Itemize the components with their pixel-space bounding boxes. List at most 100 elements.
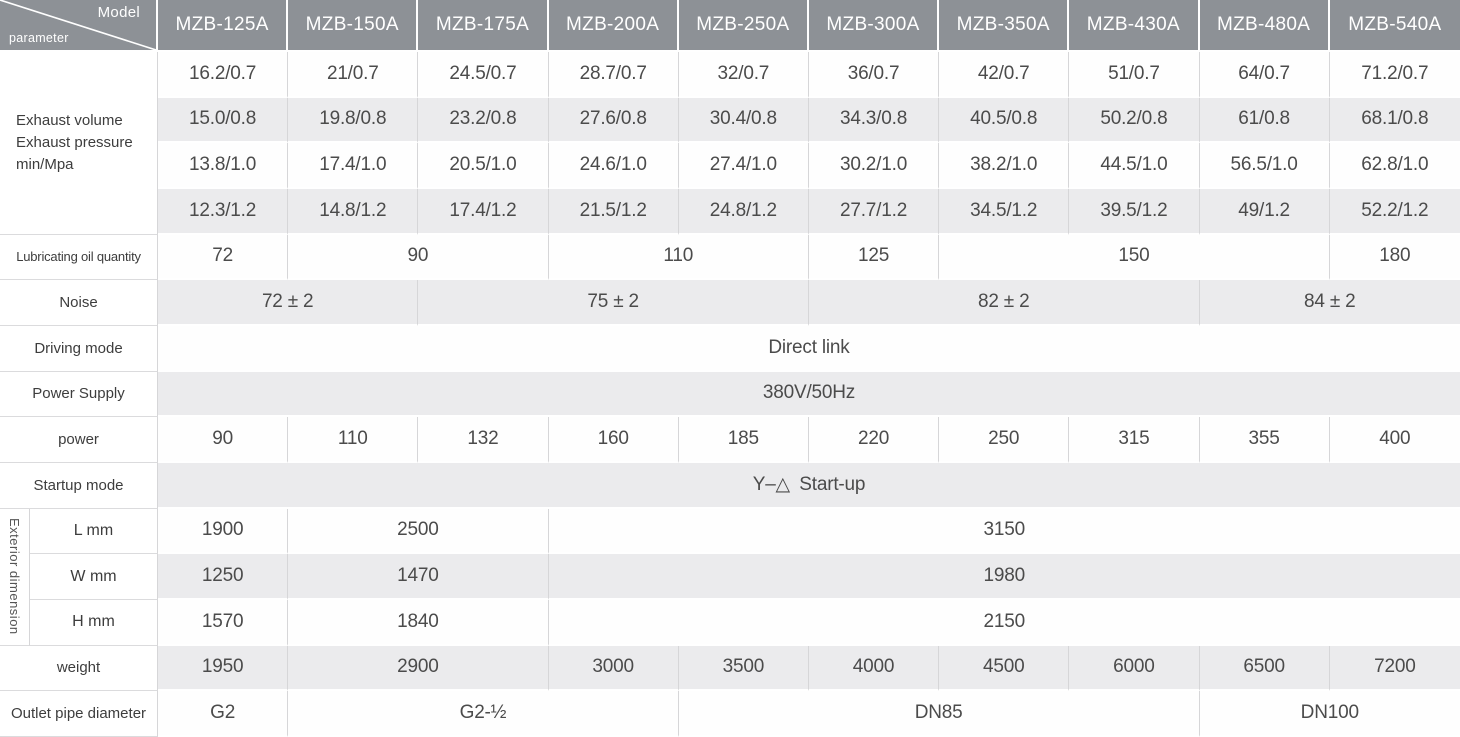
- table-cell: 19.8/0.8: [288, 97, 419, 144]
- table-cell: 14.8/1.2: [288, 188, 419, 235]
- model-header-mzb-480a: MZB-480A: [1199, 0, 1330, 52]
- table-cell: 27.6/0.8: [548, 97, 679, 144]
- table-cell: 2900: [288, 645, 549, 692]
- table-row-weight: weight 1950 2900 3000 3500 4000 4500 6000 6500 72…: [0, 645, 1460, 692]
- table-row-exhaust-0-7mpa: Exhaust volume Exhaust pressure min/Mpa 16.…: [0, 52, 1460, 235]
- row-label-power: power: [0, 417, 158, 463]
- table-cell: 1950: [158, 645, 289, 692]
- table-cell: 17.4/1.0: [288, 143, 419, 189]
- table-cell: 62.8/1.0: [1329, 143, 1460, 189]
- row-label-lubricating-oil-quantity: Lubricating oil quantity: [0, 234, 158, 281]
- table-row-outlet-pipe-diameter: Outlet pipe diameter G2 G2-½ DN85 DN100: [0, 691, 1460, 737]
- table-cell: 51/0.7: [1069, 52, 1200, 98]
- table-cell: 1980: [548, 554, 1460, 600]
- table-cell: 1840: [288, 599, 549, 646]
- table-row-power: power 90 110 132 160 185 220 250 315 355 400: [0, 417, 1460, 463]
- table-cell: 250: [939, 417, 1070, 463]
- table-row-exhaust-1-0mpa: 13.8/1.0 17.4/1.0 20.5/1.0 24.6/1.0 27.4/1.0…: [0, 143, 1460, 189]
- table-cell: 4000: [808, 645, 940, 692]
- table-cell: 1250: [158, 554, 289, 600]
- table-cell: 72 ± 2: [158, 280, 419, 326]
- table-cell: 30.2/1.0: [808, 143, 940, 189]
- table-cell: 82 ± 2: [808, 280, 1200, 326]
- table-cell: 27.4/1.0: [678, 143, 809, 189]
- table-cell: Y–△ Start-up: [158, 462, 1460, 509]
- table-cell: 13.8/1.0: [158, 143, 289, 189]
- table-cell: 380V/50Hz: [158, 371, 1460, 418]
- table-row-lubricating-oil-quantity: Lubricating oil quantity 72 90 110 125 150 180: [0, 234, 1460, 281]
- row-sublabel-dimension-w: W mm: [30, 554, 158, 600]
- table-cell: 110: [288, 417, 419, 463]
- table-cell: 52.2/1.2: [1329, 188, 1460, 235]
- table-row-exhaust-1-2mpa: 12.3/1.2 14.8/1.2 17.4/1.2 21.5/1.2 24.8/1.2…: [0, 188, 1460, 235]
- table-cell: 61/0.8: [1199, 97, 1330, 144]
- row-sublabel-dimension-l: L mm: [30, 508, 158, 555]
- corner-parameter-label: parameter: [9, 31, 69, 45]
- table-cell: 23.2/0.8: [418, 97, 549, 144]
- table-cell: 180: [1329, 234, 1460, 281]
- row-label-outlet-pipe-diameter: Outlet pipe diameter: [0, 691, 158, 737]
- table-cell: 72: [158, 234, 289, 281]
- table-cell: 68.1/0.8: [1329, 97, 1460, 144]
- table-cell: G2-½: [288, 691, 679, 737]
- table-cell: DN100: [1199, 691, 1460, 737]
- table-cell: 220: [808, 417, 940, 463]
- table-cell: 1470: [288, 554, 549, 600]
- row-label-startup-mode: Startup mode: [0, 462, 158, 509]
- table-cell: Direct link: [158, 325, 1460, 372]
- table-row-exhaust-0-8mpa: 15.0/0.8 19.8/0.8 23.2/0.8 27.6/0.8 30.4/0.8…: [0, 97, 1460, 144]
- table-cell: 17.4/1.2: [418, 188, 549, 235]
- table-cell: 20.5/1.0: [418, 143, 549, 189]
- table-cell: 71.2/0.7: [1329, 52, 1460, 98]
- diagonal-divider: [0, 0, 156, 50]
- vertical-label-exterior-dimension: Exterior dimension: [0, 508, 30, 646]
- table-cell: 355: [1199, 417, 1330, 463]
- table-cell: 39.5/1.2: [1069, 188, 1200, 235]
- table-cell: 3000: [548, 645, 679, 692]
- table-cell: 56.5/1.0: [1199, 143, 1330, 189]
- table-cell: 185: [678, 417, 809, 463]
- table-cell: 21.5/1.2: [548, 188, 679, 235]
- table-cell: 125: [808, 234, 940, 281]
- model-header-mzb-540a: MZB-540A: [1329, 0, 1460, 52]
- table-cell: DN85: [678, 691, 1200, 737]
- table-row-noise: Noise 72 ± 2 75 ± 2 82 ± 2 84 ± 2: [0, 280, 1460, 326]
- table-cell: 21/0.7: [288, 52, 419, 98]
- table-row-driving-mode: Driving mode Direct link: [0, 325, 1460, 372]
- table-cell: 49/1.2: [1199, 188, 1330, 235]
- table-cell: 44.5/1.0: [1069, 143, 1200, 189]
- table-cell: 3500: [678, 645, 809, 692]
- table-cell: 2500: [288, 508, 549, 555]
- table-cell: 40.5/0.8: [939, 97, 1070, 144]
- table-cell: 6500: [1199, 645, 1330, 692]
- corner-header-cell: Model parameter: [0, 0, 158, 52]
- table-cell: 160: [548, 417, 679, 463]
- table-cell: 90: [158, 417, 289, 463]
- model-header-mzb-300a: MZB-300A: [808, 0, 940, 52]
- model-header-mzb-200a: MZB-200A: [548, 0, 679, 52]
- table-cell: 24.8/1.2: [678, 188, 809, 235]
- table-cell: 3150: [548, 508, 1460, 555]
- model-header-mzb-125a: MZB-125A: [158, 0, 289, 52]
- table-cell: 38.2/1.0: [939, 143, 1070, 189]
- table-cell: 400: [1329, 417, 1460, 463]
- table-cell: 90: [288, 234, 549, 281]
- table-cell: 84 ± 2: [1199, 280, 1460, 326]
- model-header-row: Model parameter MZB-125A MZB-150A MZB-175A…: [0, 0, 1460, 52]
- table-cell: 315: [1069, 417, 1200, 463]
- table-cell: G2: [158, 691, 289, 737]
- model-header-mzb-350a: MZB-350A: [939, 0, 1070, 52]
- table-row-dimension-l: Exterior dimension L mm 1900 2500 3150: [0, 508, 1460, 646]
- model-header-mzb-430a: MZB-430A: [1069, 0, 1200, 52]
- table-cell: 16.2/0.7: [158, 52, 289, 98]
- table-cell: 24.6/1.0: [548, 143, 679, 189]
- table-cell: 27.7/1.2: [808, 188, 940, 235]
- table-cell: 12.3/1.2: [158, 188, 289, 235]
- model-header-mzb-150a: MZB-150A: [288, 0, 419, 52]
- table-row-dimension-w: W mm 1250 1470 1980: [0, 554, 1460, 600]
- table-cell: 15.0/0.8: [158, 97, 289, 144]
- table-cell: 2150: [548, 599, 1460, 646]
- table-cell: 7200: [1329, 645, 1460, 692]
- table-cell: 42/0.7: [939, 52, 1070, 98]
